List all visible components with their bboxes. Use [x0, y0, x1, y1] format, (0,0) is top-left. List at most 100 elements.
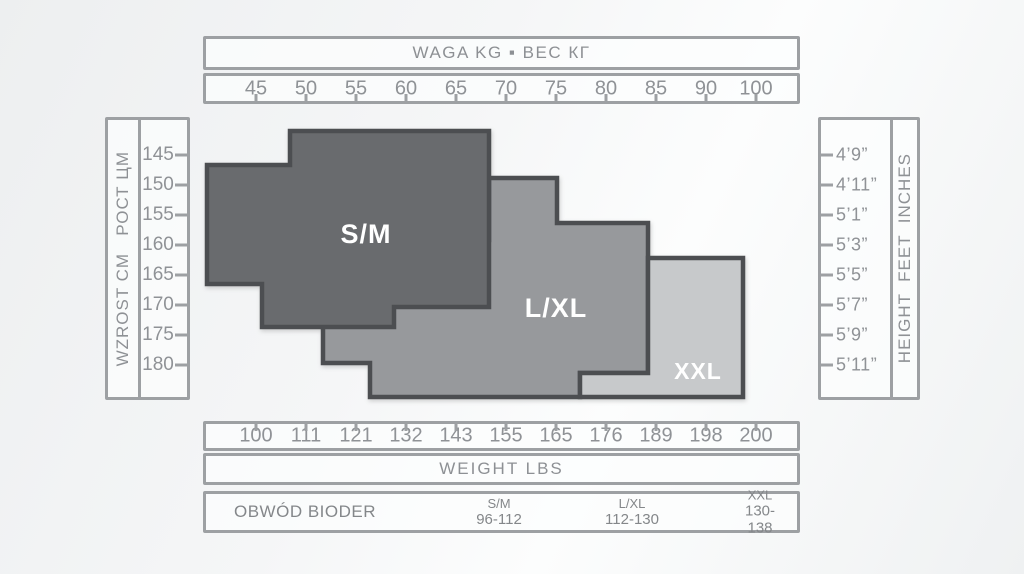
height-feet-scale: 4’9” 4’11” 5’1” 5’3” 5’5” 5’7” 5’9” 5’11” [821, 120, 890, 397]
height-cm-tick-mark [175, 303, 187, 307]
weight-lbs-tick-label: 198 [689, 424, 723, 447]
weight-kg-tick-label: 45 [244, 77, 268, 99]
weight-lbs-tick-mark [254, 424, 258, 431]
weight-kg-tick-mark [504, 94, 508, 101]
weight-kg-tick-label: 85 [644, 77, 668, 99]
weight-kg-tick-mark [404, 94, 408, 101]
height-cm-label-column: WZROST CM РОСТ ЦМ [108, 120, 141, 397]
weight-lbs-tick-label: 165 [539, 424, 573, 447]
height-cm-tick-mark [175, 213, 187, 217]
weight-kg-tick-mark [454, 94, 458, 101]
size-region-label-l-xl: L/XL [525, 293, 588, 323]
hip-size-name: XXL [747, 487, 773, 503]
height-cm-tick-label: 170 [142, 294, 174, 315]
size-region-label-s-m: S/M [340, 219, 391, 249]
height-feet-tick-label: 4’11” [836, 174, 878, 195]
weight-kg-tick-mark [654, 94, 658, 101]
weight-lbs-tick-label: 155 [489, 424, 523, 447]
weight-lbs-tick-mark [754, 424, 758, 431]
weight-kg-tick-label: 75 [544, 77, 568, 99]
hip-circumference-row: OBWÓD BIODER S/M 96-112 L/XL 112-130 XXL 130-… [203, 488, 800, 537]
height-cm-axis: WZROST CM РОСТ ЦМ 145 150 155 160 165 170 175 1… [105, 117, 190, 400]
weight-lbs-tick-mark [554, 424, 558, 431]
height-feet-axis-title: HEIGHT FEET INCHES [895, 153, 914, 364]
height-feet-tick-mark [821, 333, 833, 337]
weight-lbs-tick-mark [504, 424, 508, 431]
weight-lbs-tick-label: 100 [239, 424, 273, 447]
weight-kg-tick-mark [354, 94, 358, 101]
hip-size-range: 96-112 [476, 511, 522, 528]
hip-size-column: XXL 130-138 [742, 488, 779, 537]
height-feet-tick-label: 5’7” [836, 294, 869, 315]
height-feet-tick-label: 4’9” [836, 144, 869, 165]
height-cm-tick-label: 175 [142, 324, 174, 345]
weight-kg-header: WAGA KG ▪ ВЕС КГ [203, 36, 800, 70]
weight-lbs-tick-mark [354, 424, 358, 431]
weight-lbs-header: WEIGHT LBS [203, 453, 800, 485]
weight-kg-tick-label: 65 [444, 77, 468, 99]
height-cm-axis-title: WZROST CM РОСТ ЦМ [113, 150, 132, 367]
height-cm-tick-label: 145 [142, 144, 174, 165]
weight-lbs-tick-label: 132 [389, 424, 423, 447]
hip-size-column: L/XL 112-130 [605, 496, 659, 528]
hip-size-name: L/XL [618, 496, 646, 511]
weight-lbs-tick-label: 121 [339, 424, 373, 447]
height-feet-tick-mark [821, 273, 833, 277]
weight-kg-tick-mark [254, 94, 258, 101]
weight-kg-tick-mark [304, 94, 308, 101]
size-region-label-xxl: XXL [674, 358, 722, 384]
height-feet-tick-label: 5’11” [836, 354, 878, 375]
weight-lbs-tick-mark [654, 424, 658, 431]
height-cm-tick-label: 155 [142, 204, 174, 225]
weight-lbs-scale: 100 111 121 132 143 155 165 176 189 198 200 [203, 421, 800, 451]
height-cm-scale: 145 150 155 160 165 170 175 180 [141, 120, 187, 397]
height-cm-tick-label: 180 [142, 354, 174, 375]
hip-size-name: S/M [487, 496, 511, 511]
weight-lbs-tick-mark [454, 424, 458, 431]
height-feet-tick-mark [821, 303, 833, 307]
height-feet-axis: 4’9” 4’11” 5’1” 5’3” 5’5” 5’7” 5’9” 5’11” HEIGH… [818, 117, 920, 400]
weight-kg-title: WAGA KG ▪ ВЕС КГ [412, 43, 591, 62]
weight-lbs-tick-mark [304, 424, 308, 431]
height-cm-tick-mark [175, 153, 187, 157]
weight-kg-tick-label: 55 [344, 77, 368, 99]
weight-lbs-tick-mark [604, 424, 608, 431]
weight-kg-tick-mark [554, 94, 558, 101]
height-feet-tick-mark [821, 363, 833, 367]
hip-size-column: S/M 96-112 [476, 496, 522, 528]
weight-kg-tick-label: 50 [294, 77, 318, 99]
height-feet-tick-label: 5’9” [836, 324, 869, 345]
hip-size-range: 130-138 [744, 502, 776, 537]
height-feet-label-column: HEIGHT FEET INCHES [890, 120, 917, 397]
height-cm-tick-label: 165 [142, 264, 174, 285]
weight-kg-scale: 45 50 55 60 65 70 75 80 85 90 100 [203, 73, 800, 104]
weight-lbs-tick-label: 176 [589, 424, 623, 447]
weight-lbs-tick-mark [404, 424, 408, 431]
weight-lbs-tick-label: 200 [739, 424, 773, 447]
height-cm-tick-label: 160 [142, 234, 174, 255]
height-feet-tick-label: 5’1” [836, 204, 869, 225]
height-feet-tick-label: 5’3” [836, 234, 869, 255]
weight-kg-tick-label: 100 [739, 77, 773, 99]
weight-lbs-tick-label: 189 [639, 424, 673, 447]
height-feet-tick-mark [821, 153, 833, 157]
height-cm-tick-mark [175, 333, 187, 337]
height-cm-tick-mark [175, 273, 187, 277]
weight-kg-tick-label: 60 [394, 77, 418, 99]
hip-circumference-label: OBWÓD BIODER [234, 502, 377, 521]
weight-kg-tick-label: 70 [494, 77, 518, 99]
weight-kg-tick-mark [754, 94, 758, 101]
weight-kg-tick-mark [704, 94, 708, 101]
height-cm-tick-mark [175, 183, 187, 187]
weight-kg-tick-label: 80 [594, 77, 618, 99]
height-cm-tick-mark [175, 243, 187, 247]
height-feet-tick-label: 5’5” [836, 264, 869, 285]
height-feet-tick-mark [821, 183, 833, 187]
size-region-xxl [577, 255, 746, 400]
weight-lbs-tick-mark [704, 424, 708, 431]
height-cm-tick-mark [175, 363, 187, 367]
weight-kg-tick-label: 90 [694, 77, 718, 99]
weight-lbs-title: WEIGHT LBS [439, 459, 564, 478]
